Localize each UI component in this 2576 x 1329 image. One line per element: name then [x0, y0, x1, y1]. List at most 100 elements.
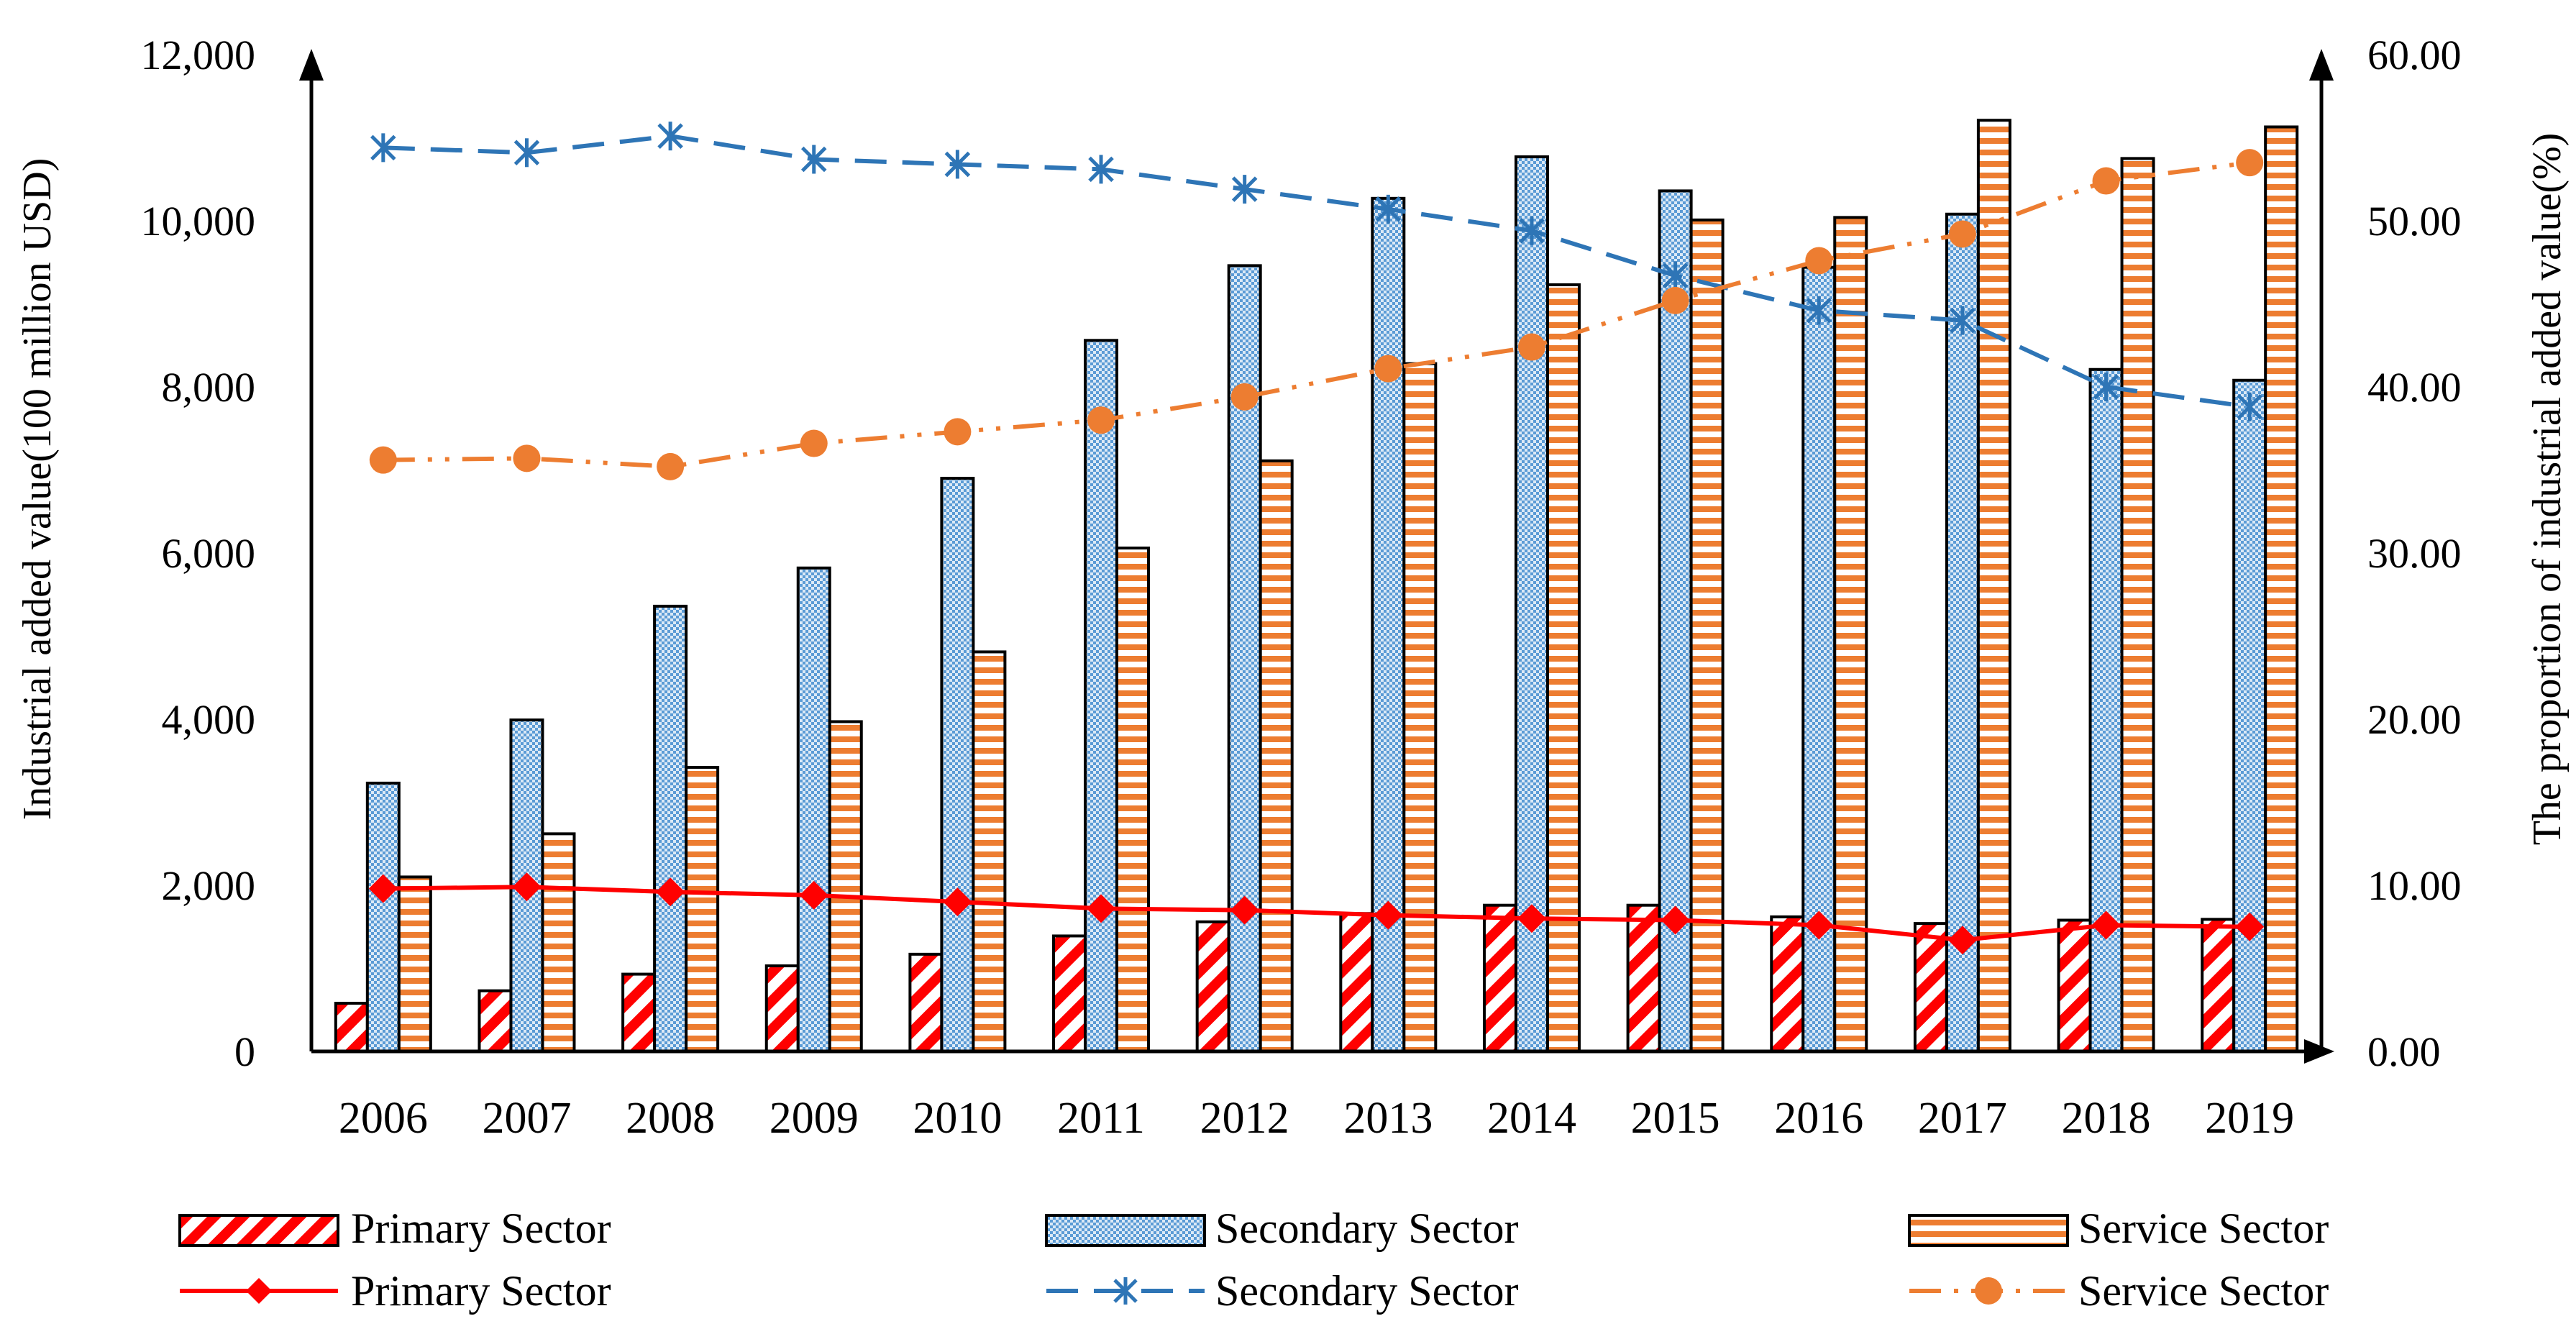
y-tick-label: 12,000 [141, 32, 256, 78]
bar-secondary [2232, 378, 2267, 1053]
x-tick-label: 2011 [1057, 1094, 1145, 1143]
bar-primary [1339, 912, 1374, 1054]
legend-label-secondary-line: Secondary Sector [1215, 1267, 1519, 1315]
bar-service [1976, 119, 2011, 1053]
y-tick-label: 10,000 [141, 198, 256, 245]
lines-layer [368, 122, 2265, 955]
bar-primary [334, 1002, 369, 1054]
point-service [1230, 383, 1259, 411]
y-tick-label: 2,000 [162, 862, 256, 909]
point-primary [2091, 910, 2121, 940]
bar-primary [478, 989, 513, 1054]
x-tick-label: 2014 [1487, 1094, 1576, 1143]
point-service [2236, 149, 2264, 177]
bar-service [1402, 362, 1438, 1054]
bar-primary [621, 972, 657, 1053]
bar-secondary [1084, 339, 1119, 1053]
y-tick-label: 4,000 [162, 696, 256, 743]
bar-secondary [2088, 367, 2124, 1053]
point-primary [656, 877, 685, 907]
bar-service [972, 650, 1007, 1053]
point-secondary [800, 145, 827, 174]
y-axis-title: Industrial added value(100 million USD) [15, 158, 60, 821]
legend: Primary Sector Secondary Sector Service … [178, 1205, 2329, 1315]
x-tick-label: 2018 [2062, 1094, 2151, 1143]
point-service [1517, 333, 1545, 361]
point-primary [368, 874, 398, 903]
bar-service [1115, 547, 1151, 1053]
point-secondary [1806, 296, 1832, 325]
point-primary [1087, 894, 1116, 923]
point-primary [1947, 926, 1977, 955]
point-secondary [1519, 216, 1545, 245]
y-axis-arrow [299, 49, 324, 81]
bar-secondary [1514, 155, 1549, 1054]
bar-primary [1195, 920, 1230, 1053]
point-primary [2235, 912, 2265, 941]
point-secondary [2237, 392, 2262, 421]
y2-tick-label: 60.00 [2367, 32, 2462, 78]
point-service [1805, 247, 1833, 275]
point-service [2092, 167, 2120, 195]
point-secondary [513, 138, 540, 168]
point-secondary [657, 122, 683, 151]
point-service [513, 444, 541, 472]
bar-primary [2057, 918, 2092, 1054]
bar-primary [908, 952, 944, 1053]
bar-service [541, 832, 576, 1053]
y-tick-label: 6,000 [162, 530, 256, 577]
y-tick-label: 0 [234, 1028, 255, 1075]
point-primary [1661, 905, 1690, 935]
bar-secondary [365, 781, 401, 1054]
y-tick-label: 8,000 [162, 364, 256, 411]
line-secondary [383, 134, 2250, 409]
point-service [800, 429, 828, 457]
point-secondary [370, 133, 396, 163]
legend-swatch-primary-bar [178, 1214, 339, 1247]
x-tick-label: 2013 [1343, 1094, 1433, 1143]
bar-service [397, 875, 432, 1053]
bar-secondary [940, 477, 975, 1053]
point-primary [1804, 910, 1834, 940]
bar-primary [1626, 903, 1661, 1053]
x-tick-label: 2016 [1774, 1094, 1863, 1143]
axes [309, 65, 2324, 1054]
x-tick-label: 2010 [913, 1094, 1002, 1143]
x-tick-label: 2006 [339, 1094, 428, 1143]
y2-tick-label: 10.00 [2367, 862, 2462, 909]
legend-label-primary-bar: Primary Sector [351, 1205, 611, 1252]
bar-primary [1482, 903, 1517, 1053]
bars-layer [334, 119, 2299, 1054]
y2-tick-label: 30.00 [2367, 530, 2462, 577]
point-secondary [944, 150, 971, 179]
bar-service [1833, 216, 1868, 1053]
bar-service [1259, 459, 1294, 1053]
point-secondary [1950, 306, 1976, 335]
point-secondary [2093, 373, 2119, 401]
y2-tick-label: 0.00 [2367, 1028, 2441, 1075]
x-tick-label: 2008 [626, 1094, 715, 1143]
x-axis-tick-labels: 2006 2007 2008 2009 2010 2011 2012 2013 2014 2015… [339, 1094, 2294, 1143]
legend-marker-primary [246, 1278, 272, 1304]
y2-axis-tick-labels: 0.00 10.00 20.00 30.00 40.00 50.00 60.00 [2367, 32, 2462, 1075]
point-primary [512, 872, 542, 902]
x-tick-label: 2015 [1631, 1094, 1720, 1143]
x-tick-label: 2019 [2205, 1094, 2294, 1143]
bar-service [2120, 157, 2155, 1053]
legend-marker-service [1975, 1277, 2002, 1305]
bar-service [1545, 283, 1581, 1053]
legend-swatch-service-bar [1908, 1214, 2069, 1247]
legend-label-service-line: Service Sector [2078, 1267, 2329, 1315]
point-primary [1374, 900, 1403, 930]
legend-marker-secondary [1113, 1277, 1138, 1305]
legend-label-secondary-bar: Secondary Sector [1215, 1205, 1519, 1252]
x-tick-label: 2012 [1200, 1094, 1289, 1143]
bar-primary [1770, 915, 1805, 1054]
bar-service [2264, 125, 2299, 1054]
bar-primary [2201, 918, 2236, 1053]
x-tick-label: 2009 [769, 1094, 859, 1143]
y2-axis-title: The proportion of industrial added value… [2525, 133, 2570, 846]
point-primary [1517, 904, 1546, 933]
legend-label-service-bar: Service Sector [2078, 1205, 2329, 1252]
